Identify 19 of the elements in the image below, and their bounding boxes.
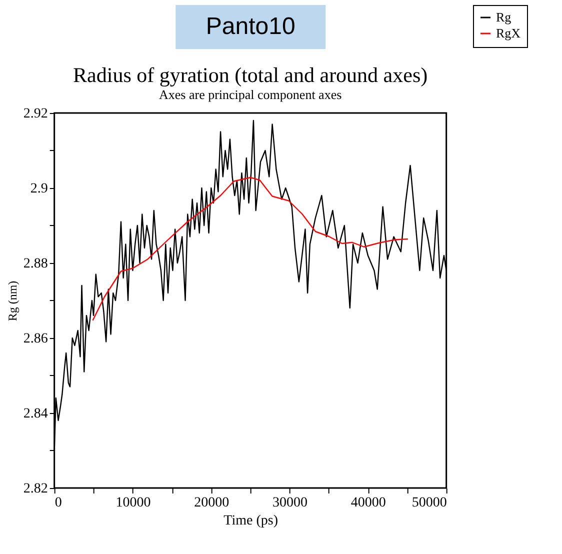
y-tick-label: 2.82	[23, 482, 48, 496]
x-tick-label: 40000	[350, 496, 386, 510]
legend-label: RgX	[496, 26, 522, 40]
x-tick-label: 50000	[412, 496, 447, 510]
x-tick-label: 30000	[272, 496, 308, 510]
x-tick-label: 0	[54, 496, 62, 510]
x-tick-label: 10000	[116, 496, 151, 510]
y-tick-label: 2.84	[23, 406, 48, 422]
y-tick-label: 2.88	[23, 256, 48, 272]
y-tick-label: 2.86	[23, 332, 48, 346]
y-axis-title: Rg (nm)	[5, 280, 20, 322]
text: Panto10	[206, 13, 296, 40]
x-tick-label: 20000	[194, 496, 230, 510]
chart-subtitle: Axes are principal component axes	[158, 87, 342, 102]
x-axis-title: Time (ps)	[224, 514, 278, 528]
y-tick-label: 2.9	[30, 182, 48, 196]
y-tick-label: 2.92	[23, 106, 48, 122]
legend-label: Rg	[496, 10, 512, 24]
chart-title: Radius of gyration (total and around axes)	[73, 63, 428, 87]
